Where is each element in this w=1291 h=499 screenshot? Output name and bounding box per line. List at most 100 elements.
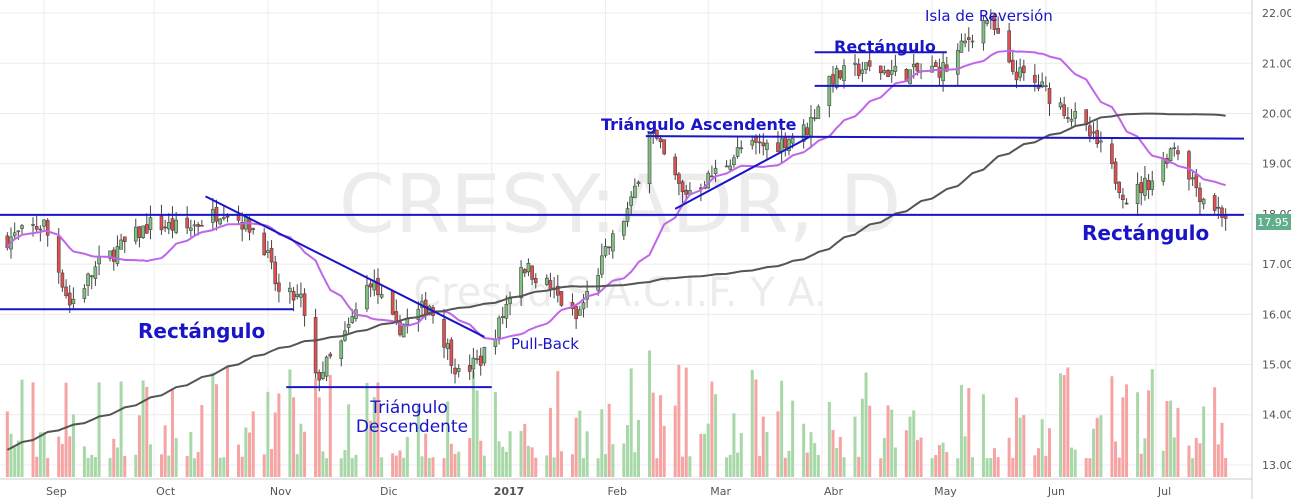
candle-body (526, 262, 531, 273)
candle-body (144, 224, 149, 234)
candle-body (269, 248, 274, 263)
volume-bar (20, 379, 24, 477)
candle-body (108, 250, 112, 259)
candle-body (497, 317, 501, 338)
volume-bar (629, 368, 633, 477)
volume-bar (1150, 369, 1154, 477)
candle-body (783, 136, 788, 148)
volume-bar (1194, 437, 1198, 477)
candle-body (596, 275, 600, 291)
volume-bar (1191, 458, 1195, 477)
candle-body (713, 167, 718, 174)
candle-body (365, 284, 369, 310)
candle-body (937, 66, 942, 78)
candle-body (390, 290, 395, 315)
candle-body (185, 217, 189, 229)
candle-body (38, 228, 43, 231)
volume-bar (446, 401, 450, 477)
candle-body (1058, 102, 1063, 108)
volume-bar (996, 457, 1000, 477)
candle-body (1011, 59, 1015, 72)
volume-bar (416, 405, 420, 477)
volume-bar (35, 456, 39, 477)
sma-long-line (6, 112, 1226, 451)
candle-body (607, 246, 611, 249)
volume-bar (343, 450, 347, 477)
y-tick-label: 19.00 (1262, 158, 1291, 171)
candle-body (684, 189, 689, 195)
volume-bar (838, 436, 842, 477)
candle-body (1198, 187, 1202, 203)
volume-bar (9, 433, 13, 477)
volume-bar (706, 423, 710, 477)
volume-bar (1073, 449, 1077, 477)
volume-bar (545, 455, 549, 477)
watermark: CRESY:ADR, D Cresud S.A.C.I.F. Y A. (339, 158, 901, 316)
volume-bar (508, 431, 512, 477)
candle-body (867, 60, 872, 67)
volume-bar (1018, 417, 1022, 477)
volume-bar (1037, 448, 1041, 477)
candle-body (493, 339, 498, 348)
volume-bar (1099, 415, 1103, 477)
candle-body (478, 355, 483, 366)
candle-body (1091, 131, 1096, 134)
volume-bar (945, 452, 949, 477)
candle-body (655, 129, 659, 139)
volume-bar (475, 390, 479, 477)
volume-bar (1161, 450, 1165, 477)
candle-body (1121, 194, 1125, 200)
candle-body (530, 265, 534, 280)
volume-bar (398, 450, 402, 477)
volume-bar (1062, 375, 1066, 477)
volume-bar (365, 382, 369, 477)
candle-body (394, 311, 399, 322)
volume-bar (611, 444, 615, 477)
candle-body (1062, 104, 1066, 116)
annotation-isla-de-reversion: Isla de Reversión (925, 7, 1053, 25)
candle-body (1212, 195, 1217, 211)
volume-bar (112, 438, 116, 477)
candle-body (915, 62, 920, 72)
volume-bar (38, 432, 42, 477)
candle-body (1168, 148, 1173, 161)
candle-body (236, 215, 241, 221)
volume-bar (578, 410, 582, 477)
candle-body (339, 340, 344, 359)
volume-bar (402, 457, 406, 477)
x-tick-label: Sep (46, 485, 67, 498)
trendline-desc-resistance (205, 195, 485, 338)
volume-bar (71, 414, 75, 477)
volume-bar (703, 433, 707, 477)
volume-bar (787, 450, 791, 477)
volume-bar (1048, 428, 1052, 477)
candle-body (765, 142, 769, 150)
volume-bar (1147, 390, 1151, 477)
candle-body (1033, 74, 1037, 83)
volume-bar (1084, 458, 1088, 477)
volume-bar (853, 416, 857, 477)
volume-bar (879, 458, 883, 477)
candle-body (45, 220, 50, 236)
candle-body (398, 321, 402, 336)
candle-body (856, 63, 861, 76)
volume-bar (882, 438, 886, 477)
volume-bar (688, 456, 692, 477)
volume-bar (981, 394, 985, 477)
volume-bar (648, 350, 652, 477)
candle-body (611, 233, 615, 252)
candle-body (31, 224, 35, 226)
candle-body (959, 40, 964, 53)
candle-body (225, 215, 230, 218)
volume-bar (90, 454, 94, 477)
volume-bar (1172, 437, 1176, 477)
candle-body (67, 292, 72, 306)
volume-bar (992, 448, 996, 477)
volume-bar (915, 440, 919, 477)
volume-bar (277, 393, 281, 477)
candle-body (834, 68, 839, 88)
candle-body (97, 256, 101, 265)
moving-averages (6, 49, 1226, 451)
volume-bar (137, 415, 141, 477)
volume-bar (662, 425, 666, 477)
